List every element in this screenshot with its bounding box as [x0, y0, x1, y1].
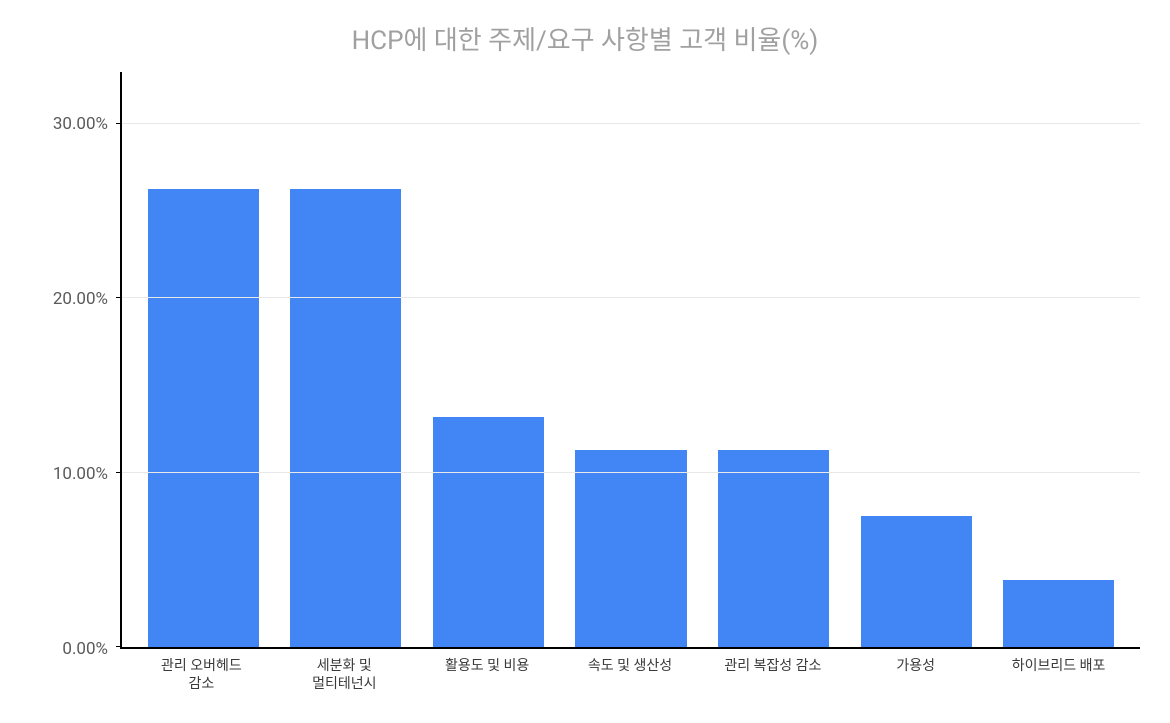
x-axis-label: 관리 복잡성 감소	[701, 657, 844, 693]
bar-wrapper	[560, 72, 703, 647]
x-axis-label: 가용성	[844, 657, 987, 693]
bar-wrapper	[987, 72, 1130, 647]
x-axis-label: 관리 오버헤드 감소	[130, 657, 273, 693]
bar	[718, 450, 829, 647]
y-axis: 0.00%10.00%20.00%30.00%	[30, 72, 120, 649]
bar	[290, 189, 401, 647]
bar-wrapper	[845, 72, 988, 647]
x-axis: 관리 오버헤드 감소세분화 및 멀티테넌시활용도 및 비용속도 및 생산성관리 …	[120, 649, 1140, 693]
bar-wrapper	[275, 72, 418, 647]
chart-area: 0.00%10.00%20.00%30.00%	[30, 72, 1140, 649]
chart-container: HCP에 대한 주제/요구 사항별 고객 비율(%) 0.00% 10.00% 20…	[0, 0, 1170, 723]
bar	[575, 450, 686, 647]
x-axis-label: 세분화 및 멀티테넌시	[273, 657, 416, 693]
y-axis-tick-label: 0.00%	[62, 639, 108, 659]
x-axis-label: 속도 및 생산성	[559, 657, 702, 693]
gridline	[122, 472, 1140, 473]
bar	[1003, 580, 1114, 646]
x-axis-label: 활용도 및 비용	[416, 657, 559, 693]
bar-wrapper	[132, 72, 275, 647]
bars-container	[122, 72, 1140, 647]
bar	[861, 516, 972, 647]
bar-wrapper	[702, 72, 845, 647]
x-axis-label: 하이브리드 배포	[987, 657, 1130, 693]
chart-title: HCP에 대한 주제/요구 사항별 고객 비율(%)	[30, 20, 1140, 57]
y-tick-mark	[116, 472, 122, 473]
y-tick-mark	[116, 297, 122, 298]
y-axis-tick-label: 20.00%	[53, 289, 108, 309]
plot-area	[120, 72, 1140, 649]
y-tick-mark	[116, 123, 122, 124]
y-axis-tick-label: 30.00%	[53, 114, 108, 134]
bar	[433, 417, 544, 647]
y-axis-tick-label: 10.00%	[53, 464, 108, 484]
bar-wrapper	[417, 72, 560, 647]
bar	[148, 189, 259, 647]
y-tick-mark	[116, 646, 122, 647]
gridline	[122, 123, 1140, 124]
gridline	[122, 297, 1140, 298]
